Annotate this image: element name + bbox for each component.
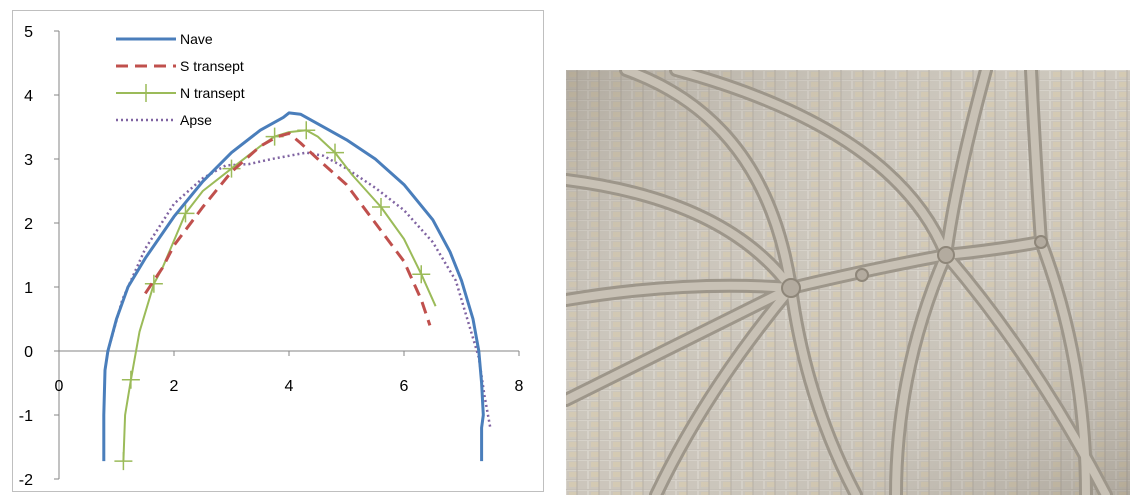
data-point-marker: [297, 121, 316, 140]
data-point-marker: [412, 265, 431, 284]
series-line-apse: [106, 151, 492, 429]
y-tick-label: 3: [24, 152, 33, 169]
x-tick-label: 2: [170, 378, 179, 395]
y-tick-label: 2: [24, 216, 33, 233]
vault-ribs: [566, 70, 1113, 495]
legend-label: Nave: [180, 31, 213, 47]
x-tick-label: 6: [400, 378, 409, 395]
data-point-marker: [372, 198, 390, 216]
y-tick-label: 1: [24, 280, 33, 297]
y-tick-label: -2: [19, 472, 33, 489]
data-point-marker: [176, 204, 195, 223]
legend-label: S transept: [180, 58, 244, 74]
data-point-marker: [326, 143, 344, 162]
legend-label: Apse: [180, 112, 212, 128]
x-tick-label: 8: [515, 378, 524, 395]
line-chart: -2 -1 0 1 2 3 4 5 0 2 4 6 8 Nave S transept N transept A…: [19, 24, 524, 489]
series-line-s-transept: [144, 131, 432, 326]
y-tick-label: 4: [24, 88, 33, 105]
vault-ceiling-photo: [566, 70, 1130, 495]
chart-panel: -2 -1 0 1 2 3 4 5 0 2 4 6 8 Nave S transept N transept A…: [12, 10, 544, 492]
vault-bosses: [781, 235, 1048, 298]
data-point-marker: [222, 159, 241, 178]
rib-vault-photo: [566, 70, 1130, 495]
legend-label: N transept: [180, 85, 245, 101]
y-tick-label: 0: [24, 344, 33, 361]
data-point-marker: [144, 274, 163, 293]
y-tick-label: 5: [24, 24, 33, 41]
y-tick-label: -1: [19, 408, 33, 425]
x-tick-label: 4: [285, 378, 294, 395]
x-tick-label: 0: [55, 378, 64, 395]
series-line-nave: [102, 111, 485, 462]
data-point-marker: [114, 452, 133, 471]
series-line-n-transept: [122, 129, 437, 462]
data-point-marker: [121, 370, 140, 389]
